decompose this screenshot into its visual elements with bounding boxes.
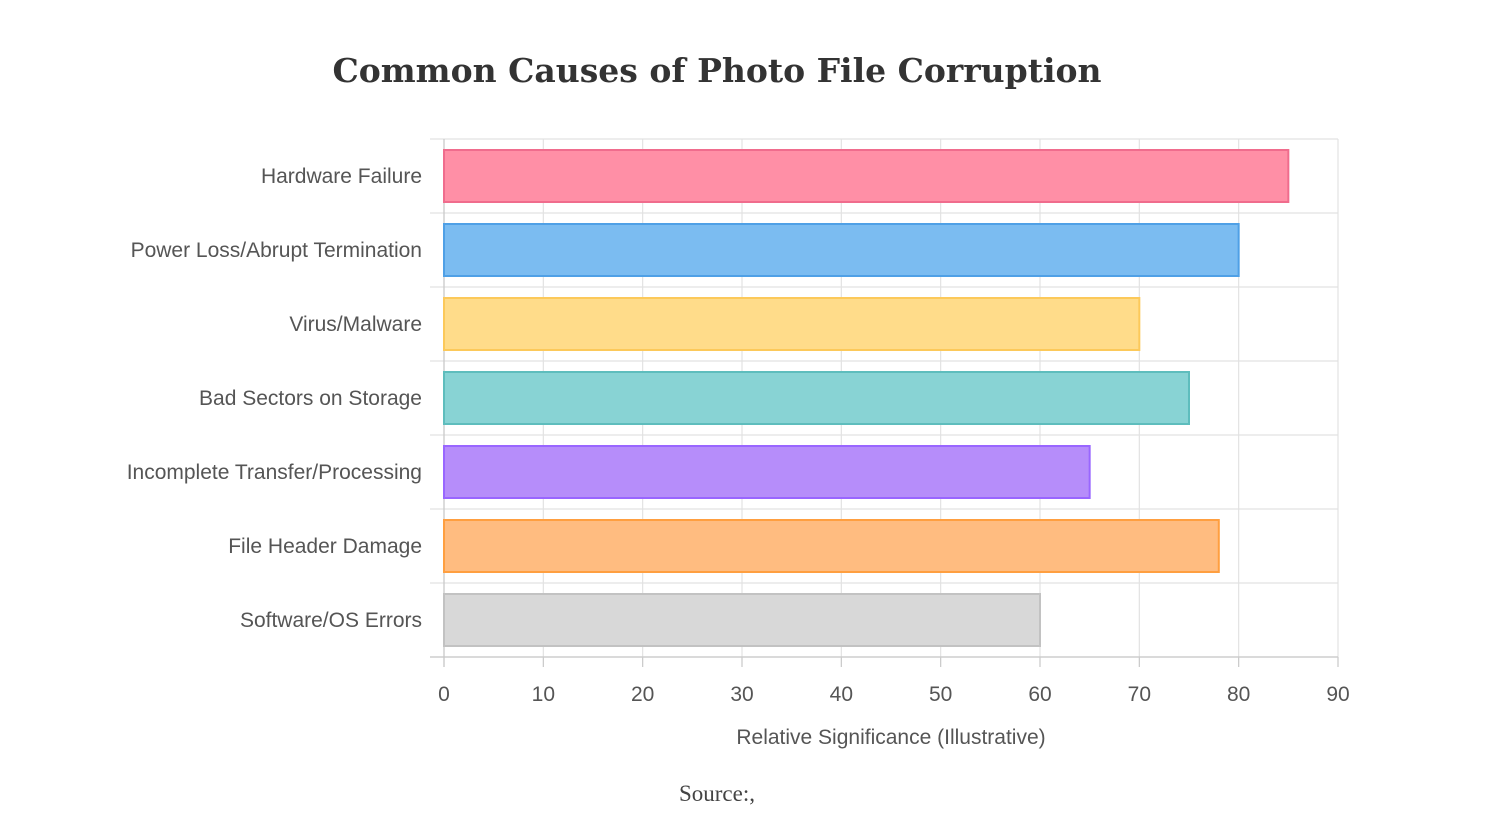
source-note: Source:,: [679, 781, 755, 806]
category-label: Hardware Failure: [261, 165, 422, 188]
category-label: Bad Sectors on Storage: [199, 387, 422, 410]
category-labels: Hardware Failure Power Loss/Abrupt Termin…: [127, 165, 422, 632]
x-tick-label: 0: [438, 683, 450, 706]
x-tick-label: 70: [1128, 683, 1151, 706]
x-tick-label: 90: [1326, 683, 1349, 706]
x-tick-label: 60: [1028, 683, 1051, 706]
category-label: Software/OS Errors: [240, 609, 422, 632]
bars: [443, 149, 1290, 647]
bar-virus-malware: [443, 297, 1141, 351]
x-tick-labels: 0 10 20 30 40 50 60 70 80 90: [438, 683, 1350, 706]
x-tick-label: 20: [631, 683, 654, 706]
x-tick-label: 10: [532, 683, 555, 706]
category-label: Incomplete Transfer/Processing: [127, 461, 422, 484]
category-label: File Header Damage: [228, 535, 422, 558]
category-label: Virus/Malware: [289, 313, 422, 336]
bar-power-loss-abrupt-termination: [443, 223, 1240, 277]
bar-hardware-failure: [443, 149, 1290, 203]
bar-bad-sectors-on-storage: [443, 371, 1190, 425]
bar-file-header-damage: [443, 519, 1220, 573]
bar-software-os-errors: [443, 593, 1041, 647]
chart-title: Common Causes of Photo File Corruption: [332, 51, 1101, 90]
x-axis-title: Relative Significance (Illustrative): [736, 726, 1045, 749]
x-tick-label: 50: [929, 683, 952, 706]
category-label: Power Loss/Abrupt Termination: [131, 239, 422, 262]
bar-incomplete-transfer-processing: [443, 445, 1091, 499]
x-tick-label: 30: [730, 683, 753, 706]
x-tick-label: 40: [830, 683, 853, 706]
x-tick-label: 80: [1227, 683, 1250, 706]
